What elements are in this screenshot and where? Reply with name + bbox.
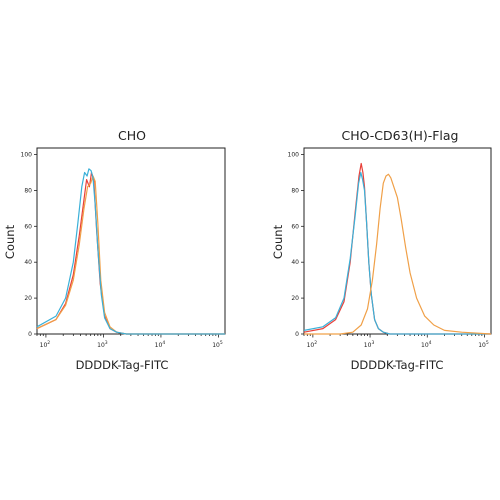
y-tick-label: 40 <box>291 259 299 266</box>
y-tick-label: 20 <box>24 295 32 302</box>
y-ticks: 0 20 40 60 80 100 <box>21 152 37 338</box>
histogram-panel-cho: CHO Count DDDDK-Tag-FITC 0 20 40 60 80 100 10… <box>3 128 226 372</box>
series-lines <box>36 168 225 335</box>
y-tick-label: 60 <box>24 223 32 230</box>
series-line-2 <box>304 173 492 335</box>
series-line-0 <box>36 171 225 335</box>
x-axis-label: DDDDK-Tag-FITC <box>76 358 169 372</box>
y-tick-label: 80 <box>24 187 32 194</box>
x-tick-label: 105 <box>212 340 223 349</box>
y-tick-label: 0 <box>28 331 32 338</box>
x-ticks: 102 103 104 105 <box>36 334 223 349</box>
x-tick-label: 105 <box>478 340 489 349</box>
series-line-1 <box>303 171 491 335</box>
y-axis-label: Count <box>3 224 17 259</box>
x-ticks: 102 103 104 105 <box>303 334 489 349</box>
chart-title: CHO-CD63(H)-Flag <box>341 128 458 143</box>
series-line-2 <box>36 168 225 335</box>
y-ticks: 0 20 40 60 80 100 <box>288 152 304 338</box>
y-tick-label: 100 <box>288 152 300 159</box>
y-tick-label: 0 <box>295 331 299 338</box>
y-tick-label: 60 <box>291 223 299 230</box>
y-tick-label: 100 <box>21 152 33 159</box>
x-tick-label: 104 <box>155 340 166 349</box>
x-tick-label: 102 <box>40 340 51 349</box>
y-tick-label: 80 <box>291 187 299 194</box>
series-lines <box>303 162 492 335</box>
x-tick-label: 102 <box>307 340 318 349</box>
histogram-panel-cho-cd63: CHO-CD63(H)-Flag Count DDDDK-Tag-FITC 0 2… <box>271 128 492 372</box>
series-line-0 <box>303 162 491 335</box>
x-axis-label: DDDDK-Tag-FITC <box>351 358 444 372</box>
plot-frame <box>303 147 492 335</box>
y-axis-label: Count <box>271 224 285 259</box>
x-tick-label: 103 <box>97 340 108 349</box>
x-tick-label: 103 <box>364 340 375 349</box>
series-line-1 <box>36 175 225 335</box>
y-tick-label: 40 <box>24 259 32 266</box>
chart-title: CHO <box>118 128 146 143</box>
x-tick-label: 104 <box>421 340 432 349</box>
y-tick-label: 20 <box>291 295 299 302</box>
